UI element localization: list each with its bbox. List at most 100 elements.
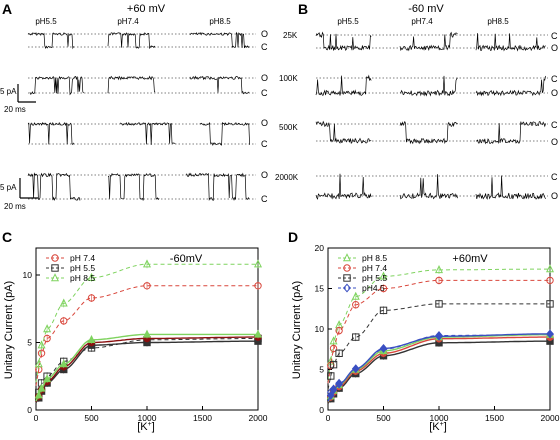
data-point (379, 306, 388, 315)
data-point (43, 324, 52, 333)
panel-a: A +60 mV pH5.5 pH7.4 pH8.5 O C O C O C O… (0, 1, 268, 211)
data-point (37, 340, 46, 349)
panel-a-traces (27, 31, 256, 202)
scale-bar-time-label: 20 ms (4, 105, 26, 114)
legend-label: pH 7.4 (70, 253, 95, 263)
data-point (343, 264, 351, 272)
data-point (37, 349, 46, 357)
channel-trace (475, 175, 546, 200)
data-point (253, 329, 263, 338)
channel-trace (108, 173, 160, 201)
panel-c-chart: 0 500 1000 1500 2000 0 5 10 pH 7.4pH 5.5pH 8.5 (23, 247, 268, 423)
legend-label: pH 7.4 (362, 263, 387, 273)
data-point (87, 294, 96, 302)
channel-trace (475, 33, 546, 52)
panel-b-ph-label: pH8.5 (487, 17, 509, 26)
fit-curve (327, 279, 550, 384)
channel-trace (119, 121, 176, 145)
legend-label: pH4.5 (362, 283, 385, 293)
panel-a-ph-label: pH5.5 (35, 17, 57, 26)
data-point (435, 276, 443, 285)
data-point (142, 259, 152, 268)
panel-c-x-axis-title: [K+] (137, 421, 155, 433)
channel-trace (315, 31, 372, 51)
panel-d-x-axis-title: [K+] (429, 421, 447, 433)
data-point (329, 385, 338, 395)
data-point (379, 271, 388, 280)
channel-trace (315, 173, 372, 200)
panel-b-voltage: -60 mV (408, 3, 444, 15)
fit-curve (327, 340, 551, 404)
data-point (352, 301, 360, 309)
data-point (545, 264, 555, 273)
channel-trace (189, 31, 250, 49)
panel-b-traces (315, 31, 548, 200)
panel-d: D +60mV Unitary Current (pA) [K+] 0 500 10… (288, 229, 560, 433)
closed-state-label: C (261, 42, 268, 52)
fit-curve (35, 336, 258, 403)
fit-curve (35, 337, 259, 400)
data-point (352, 333, 360, 341)
fit-curve (35, 340, 259, 404)
data-point (253, 259, 263, 268)
panel-c: C -60mV Unitary Current (pA) [K+] 0 500 10… (2, 229, 268, 433)
x-tick-label: 500 (376, 413, 390, 423)
y-tick-label: 0 (319, 405, 324, 415)
data-point (435, 331, 443, 341)
channel-trace (199, 121, 250, 146)
panel-a-ph-label: pH8.5 (209, 17, 231, 26)
closed-state-label: C (551, 74, 558, 84)
y-tick-label: 0 (27, 405, 32, 415)
data-point (329, 336, 338, 345)
panel-d-letter: D (288, 229, 298, 245)
fit-curve (327, 268, 550, 381)
data-point (379, 284, 388, 293)
panel-a-ph-label: pH7.4 (117, 17, 139, 26)
x-tick-label: 1000 (430, 413, 449, 423)
panel-b: B -60 mV pH5.5 pH7.4 pH8.5 C O C O C O C… (298, 1, 558, 201)
channel-trace (189, 75, 250, 95)
panel-c-condition: -60mV (170, 253, 203, 265)
channel-trace (185, 172, 250, 202)
x-tick-label: 1500 (485, 413, 504, 423)
legend-label: pH 8.5 (70, 273, 95, 283)
open-state-label: O (261, 73, 268, 83)
y-tick-label: 10 (315, 324, 325, 334)
channel-trace (399, 31, 458, 52)
data-point (142, 329, 152, 338)
data-point (329, 344, 338, 353)
data-point (51, 264, 59, 272)
closed-state-label: C (261, 88, 268, 98)
y-tick-label: 15 (315, 284, 325, 294)
data-point (351, 364, 360, 374)
scale-bar-top: 5 pA 20 ms (0, 84, 36, 114)
data-point (435, 300, 443, 308)
y-tick-label: 10 (23, 270, 33, 280)
channel-trace (315, 74, 372, 96)
scale-bar-current-label: 5 pA (0, 183, 17, 192)
x-tick-label: 500 (84, 413, 98, 423)
data-point (60, 317, 68, 325)
data-point (335, 326, 343, 335)
data-point (327, 372, 335, 380)
x-tick-label: 1500 (193, 413, 212, 423)
concentration-label: 25K (283, 31, 298, 40)
legend-label: pH 5.5 (70, 263, 95, 273)
data-point (43, 374, 52, 383)
panel-d-condition: +60mV (452, 253, 488, 265)
panel-d-y-axis-title: Unitary Current (pA) (291, 281, 303, 379)
data-point (434, 265, 444, 274)
closed-state-label: C (261, 194, 268, 204)
closed-state-label: C (261, 139, 268, 149)
data-point (546, 329, 554, 339)
concentration-label: 2000K (275, 173, 299, 182)
data-point (37, 383, 46, 392)
x-tick-label: 1000 (138, 413, 157, 423)
data-point (254, 282, 262, 290)
y-tick-label: 5 (27, 338, 32, 348)
channel-trace (475, 121, 546, 145)
fit-curve (35, 285, 258, 386)
open-state-label: O (261, 29, 268, 39)
data-point (335, 349, 343, 358)
